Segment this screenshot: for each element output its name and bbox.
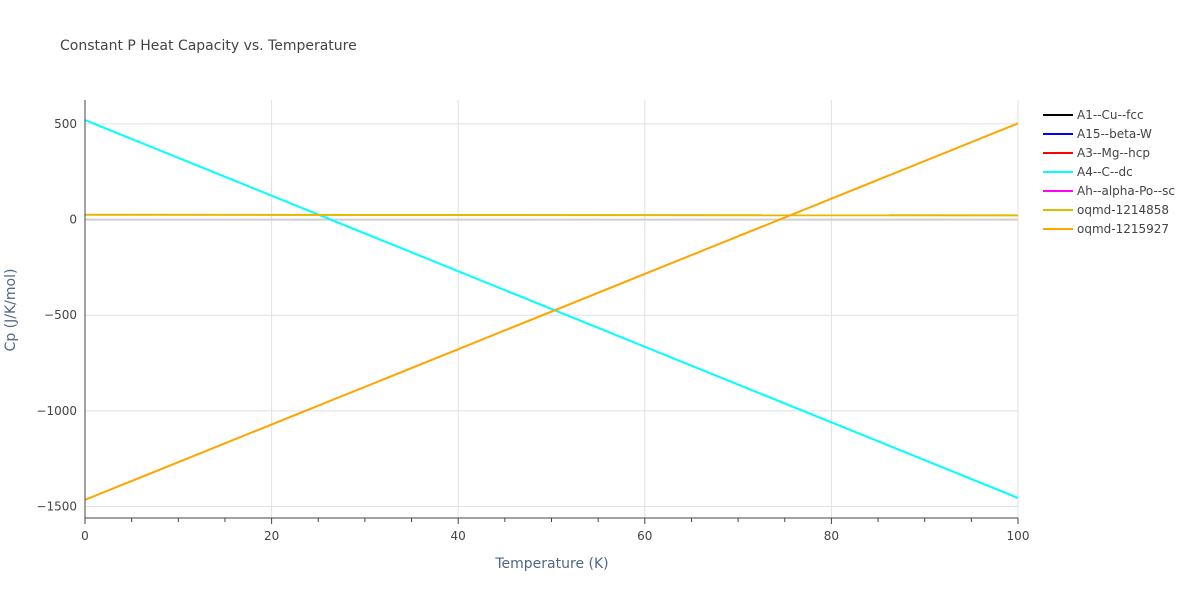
y-tick-label: −500: [44, 308, 77, 322]
legend-label: A3--Mg--hcp: [1077, 146, 1150, 160]
legend-item[interactable]: oqmd-1215927: [1043, 222, 1169, 236]
y-tick-label: −1500: [36, 500, 77, 514]
legend-item[interactable]: A3--Mg--hcp: [1043, 146, 1150, 160]
legend-item[interactable]: A15--beta-W: [1043, 127, 1152, 141]
legend-label: oqmd-1215927: [1077, 222, 1169, 236]
x-tick-label: 100: [1007, 529, 1030, 543]
x-tick-label: 40: [451, 529, 466, 543]
x-axis-title: Temperature (K): [494, 556, 608, 572]
y-tick-label: 0: [69, 213, 77, 227]
legend-label: A4--C--dc: [1077, 165, 1133, 179]
axes: [84, 100, 1019, 524]
x-tick-label: 0: [81, 529, 89, 543]
legend-item[interactable]: A4--C--dc: [1043, 165, 1133, 179]
series-line-A4--C--dc: [84, 119, 1019, 499]
legend-label: A15--beta-W: [1077, 127, 1152, 141]
legend-label: Ah--alpha-Po--sc: [1077, 184, 1175, 198]
series-line-oqmd-1215927: [84, 122, 1019, 501]
x-tick-label: 80: [824, 529, 839, 543]
y-tick-label: 500: [54, 117, 77, 131]
legend[interactable]: A1--Cu--fcc A15--beta-W A3--Mg--hcp A4--C--…: [1043, 108, 1175, 236]
x-tick-label: 20: [264, 529, 279, 543]
legend-label: oqmd-1214858: [1077, 203, 1169, 217]
series-layer: [84, 119, 1019, 501]
legend-item[interactable]: A1--Cu--fcc: [1043, 108, 1144, 122]
grid-lines: [85, 100, 1019, 518]
legend-item[interactable]: oqmd-1214858: [1043, 203, 1169, 217]
tick-labels: 0 20 40 60 80 100 500 0 −500 −1000 −1500: [36, 117, 1029, 543]
series-line-oqmd-1214858: [84, 213, 1019, 217]
y-axis-title: Cp (J/K/mol): [3, 269, 19, 352]
y-tick-label: −1000: [36, 404, 77, 418]
legend-label: A1--Cu--fcc: [1077, 108, 1144, 122]
legend-item[interactable]: Ah--alpha-Po--sc: [1043, 184, 1175, 198]
chart-title: Constant P Heat Capacity vs. Temperature: [60, 38, 357, 54]
x-tick-label: 60: [637, 529, 652, 543]
